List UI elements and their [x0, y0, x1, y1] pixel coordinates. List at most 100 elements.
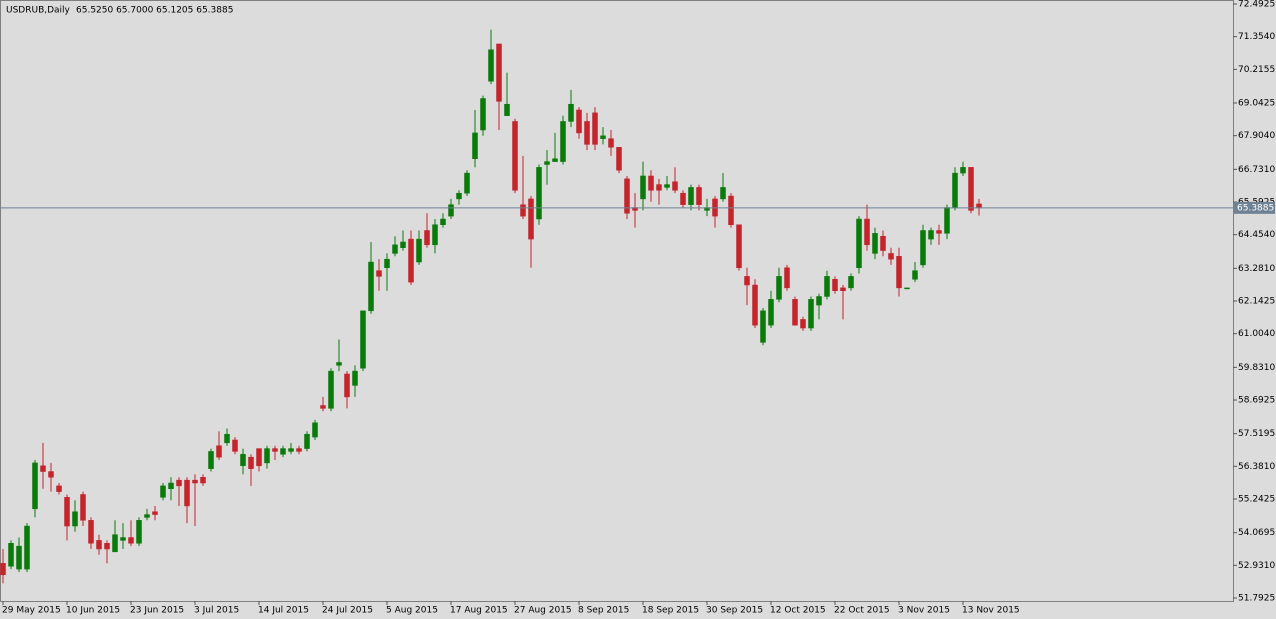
candle-body — [920, 230, 926, 266]
candle-body — [368, 261, 374, 312]
candle-body — [760, 310, 766, 343]
candle-body — [640, 175, 646, 200]
candle-body — [624, 178, 630, 214]
x-tick-label: 3 Nov 2015 — [898, 606, 950, 616]
price-label: 65.3885 — [1237, 203, 1274, 213]
ohlc-label: 65.5250 65.7000 65.1205 65.3885 — [76, 6, 233, 16]
candle-body — [792, 299, 798, 326]
candle-body — [240, 454, 246, 467]
x-tick-label: 29 May 2015 — [2, 606, 61, 616]
x-tick-label: 8 Sep 2015 — [578, 606, 629, 616]
candle-body — [768, 299, 774, 326]
candle-body — [848, 276, 854, 289]
candle-body — [232, 439, 238, 452]
candle-body — [680, 192, 686, 205]
candle-body — [296, 448, 302, 452]
x-tick-label: 12 Oct 2015 — [770, 606, 826, 616]
candle-body — [536, 167, 542, 220]
candle-body — [128, 537, 134, 544]
y-tick-label: 64.4540 — [1238, 230, 1275, 240]
candle-body — [0, 563, 6, 576]
candle-body — [936, 230, 942, 234]
candle-body — [184, 479, 190, 507]
candle-body — [576, 109, 582, 134]
candle-body — [448, 204, 454, 217]
candle-body — [584, 121, 590, 145]
candle-body — [688, 187, 694, 205]
candle-body — [568, 103, 574, 122]
x-tick-label: 13 Nov 2015 — [962, 606, 1020, 616]
y-tick-label: 51.7925 — [1238, 594, 1275, 604]
plot-area — [0, 0, 1234, 602]
candle-body — [648, 175, 654, 191]
candle-body — [208, 451, 214, 469]
chart-title: USDRUB,Daily — [6, 6, 71, 16]
candle-body — [776, 276, 782, 300]
candle-body — [904, 287, 910, 290]
candle-body — [152, 511, 158, 515]
x-tick-label: 22 Oct 2015 — [834, 606, 890, 616]
candle-body — [176, 479, 182, 487]
candle-body — [24, 525, 30, 570]
y-tick-label: 69.0425 — [1238, 99, 1275, 109]
candle-body — [432, 224, 438, 246]
candle-body — [592, 112, 598, 145]
candle-body — [608, 138, 614, 148]
candle-body — [344, 373, 350, 398]
price-label-box — [1234, 201, 1275, 214]
candle-body — [552, 158, 558, 162]
y-tick-label: 55.2425 — [1238, 495, 1275, 505]
candle-body — [784, 267, 790, 289]
candle-body — [104, 543, 110, 550]
candle-body — [392, 244, 398, 254]
y-tick-label: 72.4925 — [1238, 0, 1275, 10]
candle-body — [304, 433, 310, 449]
candle-body — [384, 258, 390, 269]
candle-body — [376, 270, 382, 277]
candle-body — [64, 497, 70, 527]
candle-body — [280, 448, 286, 455]
candle-body — [720, 187, 726, 200]
candle-body — [96, 540, 102, 550]
candle-body — [728, 195, 734, 225]
candle-body — [136, 520, 142, 544]
candle-body — [336, 362, 342, 366]
x-tick-label: 30 Sep 2015 — [706, 606, 763, 616]
candle-body — [952, 172, 958, 208]
candle-body — [216, 445, 222, 458]
candle-body — [896, 256, 902, 289]
candle-body — [752, 284, 758, 326]
candle-body — [320, 405, 326, 409]
candle-body — [800, 319, 806, 329]
candle-body — [248, 456, 254, 469]
candle-body — [408, 238, 414, 283]
candle-body — [416, 238, 422, 263]
candle-body — [616, 147, 622, 171]
candle-body — [40, 465, 46, 472]
candle-body — [16, 545, 22, 570]
y-tick-label: 67.9040 — [1238, 131, 1275, 141]
candle-body — [256, 448, 262, 467]
candle-body — [264, 448, 270, 464]
candle-body — [840, 287, 846, 291]
candle-body — [960, 167, 966, 174]
candle-body — [504, 103, 510, 116]
x-tick-label: 18 Sep 2015 — [642, 606, 699, 616]
y-tick-label: 58.6925 — [1238, 396, 1275, 406]
x-tick-label: 23 Jun 2015 — [130, 606, 184, 616]
candle-body — [944, 207, 950, 234]
candle-body — [272, 448, 278, 452]
candle-body — [528, 198, 534, 240]
y-tick-label: 61.0040 — [1238, 329, 1275, 339]
candle-body — [200, 477, 206, 484]
x-tick-label: 17 Aug 2015 — [450, 606, 508, 616]
candle-body — [168, 482, 174, 489]
candle-body — [880, 235, 886, 251]
x-tick-label: 10 Jun 2015 — [66, 606, 120, 616]
candle-body — [32, 462, 38, 510]
x-tick-label: 24 Jul 2015 — [322, 606, 373, 616]
candle-body — [856, 218, 862, 269]
x-tick-label: 27 Aug 2015 — [514, 606, 572, 616]
